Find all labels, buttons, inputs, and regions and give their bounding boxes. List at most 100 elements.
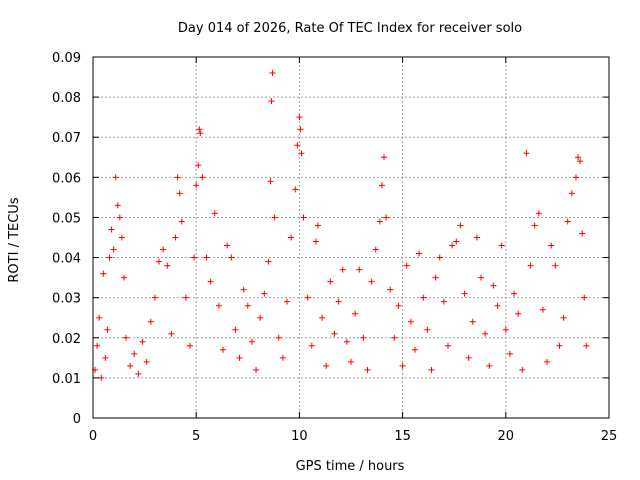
data-point — [445, 342, 452, 349]
data-point — [482, 330, 489, 337]
data-point — [211, 210, 218, 217]
x-axis-label: GPS time / hours — [296, 459, 405, 474]
data-point — [195, 162, 202, 169]
data-point — [490, 282, 497, 289]
data-point — [300, 214, 307, 221]
data-point — [372, 246, 379, 253]
data-point — [327, 278, 334, 285]
data-point — [151, 294, 158, 301]
data-point — [135, 370, 142, 377]
data-point — [108, 226, 115, 233]
data-point — [112, 174, 119, 181]
data-point — [279, 354, 286, 361]
data-point — [288, 234, 295, 241]
data-point — [506, 350, 513, 357]
data-point — [461, 290, 468, 297]
data-point — [220, 346, 227, 353]
data-point — [110, 246, 117, 253]
data-point — [343, 338, 350, 345]
data-point — [535, 210, 542, 217]
data-point — [523, 150, 530, 157]
data-point — [98, 374, 105, 381]
data-point — [556, 342, 563, 349]
data-point — [564, 218, 571, 225]
data-point — [515, 310, 522, 317]
data-point — [114, 202, 121, 209]
y-tick-label: 0.05 — [52, 211, 81, 226]
data-point — [544, 358, 551, 365]
y-tick-label: 0.06 — [52, 171, 81, 186]
data-point — [403, 262, 410, 269]
data-point — [527, 262, 534, 269]
data-point — [453, 238, 460, 245]
data-point — [118, 234, 125, 241]
data-point — [176, 190, 183, 197]
data-point — [296, 114, 303, 121]
data-point — [215, 302, 222, 309]
data-point — [531, 222, 538, 229]
data-point — [314, 222, 321, 229]
data-point — [197, 130, 204, 137]
data-point — [131, 350, 138, 357]
data-point — [436, 254, 443, 261]
data-point — [407, 318, 414, 325]
data-point — [583, 342, 590, 349]
data-point — [399, 362, 406, 369]
data-point — [395, 302, 402, 309]
data-point — [376, 218, 383, 225]
data-point — [139, 338, 146, 345]
data-point — [560, 314, 567, 321]
data-point — [120, 274, 127, 281]
data-point — [94, 342, 101, 349]
data-point — [193, 182, 200, 189]
x-tick-label: 20 — [498, 429, 515, 444]
data-point — [348, 358, 354, 365]
data-point — [339, 266, 346, 273]
data-point — [172, 234, 179, 241]
data-point — [494, 302, 501, 309]
data-point — [178, 218, 185, 225]
data-point — [428, 366, 435, 373]
data-point — [360, 334, 367, 341]
data-point — [240, 286, 247, 293]
data-point — [539, 306, 546, 313]
grid — [93, 57, 609, 418]
data-point — [432, 274, 439, 281]
data-point — [248, 338, 255, 345]
data-point — [368, 278, 375, 285]
data-point — [519, 366, 526, 373]
data-point — [383, 214, 390, 221]
data-point — [292, 186, 299, 193]
data-point — [275, 334, 282, 341]
data-points — [92, 70, 590, 381]
y-axis-label: ROTI / TECUs — [7, 197, 22, 282]
data-point — [364, 366, 371, 373]
data-point — [478, 274, 485, 281]
y-tick-label: 0.07 — [52, 131, 81, 146]
data-point — [548, 242, 555, 249]
data-point — [102, 354, 109, 361]
data-point — [568, 190, 575, 197]
data-point — [203, 254, 210, 261]
data-point — [486, 362, 493, 369]
plot-frame — [92, 56, 610, 419]
y-tick-label: 0.09 — [52, 51, 81, 66]
data-point — [271, 214, 278, 221]
data-point — [572, 174, 579, 181]
data-point — [106, 254, 113, 261]
data-point — [191, 254, 198, 261]
data-point — [511, 290, 518, 297]
data-point — [232, 326, 239, 333]
data-point — [261, 290, 268, 297]
data-point — [356, 266, 363, 273]
data-point — [294, 142, 301, 149]
data-point — [498, 242, 505, 249]
data-point — [123, 334, 130, 341]
data-point — [269, 70, 276, 77]
data-point — [577, 158, 584, 165]
y-tick-labels: 0 0.01 0.02 0.03 0.04 0.05 0.06 0.07 0.08 0.09 — [52, 51, 81, 427]
x-tick-label: 25 — [601, 429, 618, 444]
data-point — [457, 222, 464, 229]
data-point — [96, 314, 103, 321]
data-point — [156, 258, 163, 265]
